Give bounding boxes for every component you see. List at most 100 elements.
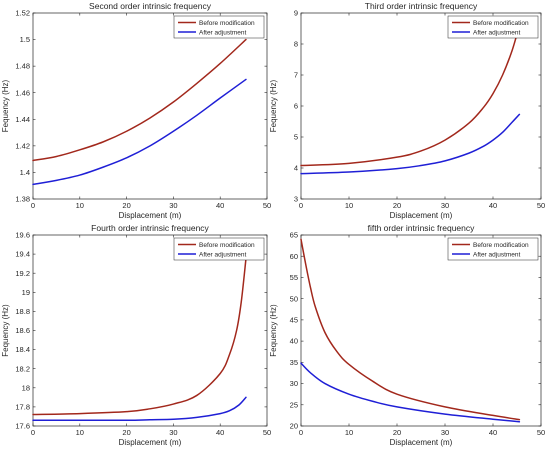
y-tick-label: 45 bbox=[290, 315, 298, 324]
series-line-before-modification bbox=[300, 238, 521, 421]
x-tick-label: 30 bbox=[169, 201, 177, 210]
y-tick-label: 1.38 bbox=[15, 195, 30, 204]
x-tick-label: 50 bbox=[263, 428, 271, 437]
x-axis-label: Displacement (m) bbox=[119, 211, 182, 220]
x-tick-label: 20 bbox=[393, 201, 401, 210]
plot-frame bbox=[32, 12, 268, 200]
x-tick-label: 50 bbox=[537, 201, 545, 210]
legend-entry-label: Before modification bbox=[473, 242, 529, 249]
y-tick-label: 8 bbox=[294, 40, 298, 49]
x-tick-label: 10 bbox=[345, 428, 353, 437]
chart-panel-2: Third order intrinsic frequency 0 10 20 30 40… bbox=[269, 1, 545, 220]
y-axis-label: Fequency (Hz) bbox=[1, 79, 10, 132]
y-tick-label: 18 bbox=[22, 383, 30, 392]
y-tick-label: 18.8 bbox=[15, 307, 30, 316]
y-tick-label: 18.6 bbox=[15, 326, 30, 335]
x-tick-label: 0 bbox=[31, 428, 35, 437]
y-tick-label: 55 bbox=[290, 273, 298, 282]
x-tick-label: 20 bbox=[122, 201, 130, 210]
x-tick-label: 10 bbox=[345, 201, 353, 210]
x-tick-label: 0 bbox=[299, 428, 303, 437]
chart-title: fifth order intrinsic frequency bbox=[368, 223, 476, 233]
y-tick-label: 17.6 bbox=[15, 422, 30, 431]
x-tick-label: 30 bbox=[441, 428, 449, 437]
legend-box bbox=[447, 15, 539, 39]
y-axis-label: Fequency (Hz) bbox=[1, 304, 10, 357]
chart-title: Third order intrinsic frequency bbox=[365, 1, 478, 11]
x-tick-label: 10 bbox=[76, 428, 84, 437]
y-tick-label: 35 bbox=[290, 358, 298, 367]
series-line-before-modification bbox=[32, 258, 247, 416]
legend: Before modification After adjustment bbox=[173, 237, 265, 261]
x-tick-label: 0 bbox=[31, 201, 35, 210]
x-tick-label: 30 bbox=[169, 428, 177, 437]
y-tick-label: 18.4 bbox=[15, 345, 30, 354]
y-tick-label: 65 bbox=[290, 231, 298, 240]
x-tick-label: 40 bbox=[216, 201, 224, 210]
y-tick-label: 1.46 bbox=[15, 88, 30, 97]
y-tick-label: 19.6 bbox=[15, 231, 30, 240]
x-tick-label: 10 bbox=[76, 201, 84, 210]
series-line-after-adjustment bbox=[32, 396, 247, 422]
y-tick-label: 25 bbox=[290, 400, 298, 409]
legend: Before modification After adjustment bbox=[447, 237, 539, 261]
y-tick-label: 4 bbox=[294, 164, 298, 173]
y-axis-label: Fequency (Hz) bbox=[269, 79, 278, 132]
y-tick-label: 1.42 bbox=[15, 141, 30, 150]
legend-entry-label: After adjustment bbox=[199, 251, 247, 258]
x-tick-label: 40 bbox=[489, 201, 497, 210]
y-tick-label: 7 bbox=[294, 71, 298, 80]
y-tick-label: 19 bbox=[22, 288, 30, 297]
x-tick-label: 30 bbox=[441, 201, 449, 210]
x-axis-label: Displacement (m) bbox=[390, 438, 453, 447]
legend: Before modification After adjustment bbox=[447, 15, 539, 39]
plot-frame bbox=[300, 234, 542, 427]
y-tick-label: 3 bbox=[294, 195, 298, 204]
x-tick-label: 50 bbox=[263, 201, 271, 210]
legend-entry-label: Before modification bbox=[199, 242, 255, 249]
x-tick-label: 50 bbox=[537, 428, 545, 437]
legend-box bbox=[173, 15, 265, 39]
legend-box bbox=[173, 237, 265, 261]
y-tick-label: 1.5 bbox=[20, 35, 30, 44]
legend: Before modification After adjustment bbox=[173, 15, 265, 39]
y-tick-label: 6 bbox=[294, 102, 298, 111]
y-tick-label: 1.4 bbox=[20, 168, 30, 177]
plot-frame bbox=[32, 234, 268, 427]
x-tick-label: 40 bbox=[216, 428, 224, 437]
y-tick-label: 19.4 bbox=[15, 250, 30, 259]
y-tick-label: 9 bbox=[294, 9, 298, 18]
x-tick-label: 20 bbox=[393, 428, 401, 437]
x-axis-label: Displacement (m) bbox=[119, 438, 182, 447]
chart-panel-3: Fourth order intrinsic frequency 0 10 20 30 4… bbox=[1, 223, 271, 447]
y-axis-label: Fequency (Hz) bbox=[269, 304, 278, 357]
legend-entry-label: Before modification bbox=[473, 20, 529, 27]
series-line-after-adjustment bbox=[32, 78, 247, 186]
legend-entry-label: After adjustment bbox=[199, 29, 247, 36]
x-tick-label: 0 bbox=[299, 201, 303, 210]
chart-panel-1: Second order intrinsic frequency 0 10 20 30 4… bbox=[1, 1, 271, 220]
y-tick-label: 1.52 bbox=[15, 9, 30, 18]
chart-title: Second order intrinsic frequency bbox=[89, 1, 212, 11]
legend-entry-label: After adjustment bbox=[473, 251, 521, 258]
series-line-after-adjustment bbox=[300, 113, 521, 175]
plot-frame bbox=[300, 12, 542, 200]
y-tick-label: 60 bbox=[290, 252, 298, 261]
y-tick-label: 20 bbox=[290, 422, 298, 431]
legend-box bbox=[447, 237, 539, 261]
legend-entry-label: Before modification bbox=[199, 20, 255, 27]
y-tick-label: 18.2 bbox=[15, 364, 30, 373]
series-line-before-modification bbox=[32, 38, 247, 162]
y-tick-label: 5 bbox=[294, 133, 298, 142]
chart-title: Fourth order intrinsic frequency bbox=[91, 223, 209, 233]
x-tick-label: 40 bbox=[489, 428, 497, 437]
x-tick-label: 20 bbox=[122, 428, 130, 437]
y-tick-label: 17.8 bbox=[15, 403, 30, 412]
legend-entry-label: After adjustment bbox=[473, 29, 521, 36]
y-tick-label: 50 bbox=[290, 294, 298, 303]
y-tick-label: 1.44 bbox=[15, 115, 30, 124]
series-line-after-adjustment bbox=[300, 362, 521, 423]
series-line-before-modification bbox=[300, 24, 521, 167]
y-tick-label: 40 bbox=[290, 337, 298, 346]
